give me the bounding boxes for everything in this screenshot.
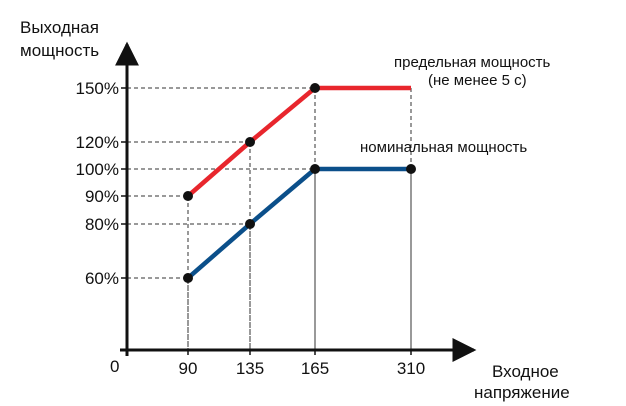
data-point-marker (183, 273, 193, 283)
series-label-nominal: номинальная мощность (360, 139, 527, 156)
y-axis-label-line1: Выходная (20, 18, 99, 37)
series-line-limit-power (186, 85, 411, 198)
y-tick-label: 90% (85, 187, 119, 206)
series-markers (183, 83, 416, 283)
x-axis-label-line2: напряжение (474, 383, 570, 402)
y-tick-label: 60% (85, 269, 119, 288)
data-point-marker (406, 164, 416, 174)
origin-label: 0 (110, 357, 119, 376)
x-axis-label-line1: Входное (492, 362, 559, 381)
y-tick-labels: 60% 80% 90% 100% 120% 150% (76, 79, 127, 288)
y-tick-label: 120% (76, 133, 119, 152)
x-tick-label: 135 (236, 359, 264, 378)
data-point-marker (183, 191, 193, 201)
y-tick-label: 80% (85, 215, 119, 234)
y-tick-label: 150% (76, 79, 119, 98)
x-tick-label: 310 (397, 359, 425, 378)
x-tick-label: 165 (301, 359, 329, 378)
series-line-nominal-power (186, 166, 411, 280)
y-tick-label: 100% (76, 160, 119, 179)
data-point-marker (245, 137, 255, 147)
x-tick-labels: 90 135 165 310 (179, 350, 425, 378)
series-label-limit-line1: предельная мощность (394, 54, 551, 71)
data-point-marker (310, 83, 320, 93)
data-point-marker (310, 164, 320, 174)
y-axis-label-line2: мощность (20, 41, 99, 60)
series-label-limit-line2: (не менее 5 с) (428, 72, 527, 89)
series-lines (186, 85, 411, 280)
x-tick-label: 90 (179, 359, 198, 378)
data-point-marker (245, 219, 255, 229)
